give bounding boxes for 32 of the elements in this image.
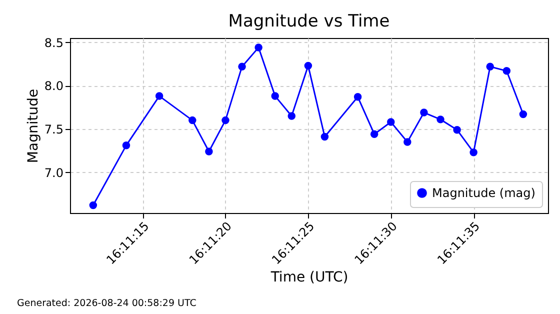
point: [205, 148, 213, 156]
text: Generated: 2026-08-24 00:58:29 UTC: [17, 298, 196, 309]
y-axis-title: Magnitude: [25, 88, 42, 164]
point: [453, 126, 461, 134]
y-tick-label: 8.0: [44, 79, 64, 94]
y-tick-label: 7.0: [44, 166, 64, 180]
point: [222, 116, 230, 124]
y-tick-label: 8.5: [44, 36, 64, 50]
x-axis-title: Time (UTC): [270, 269, 348, 286]
point: [271, 92, 279, 100]
point: [486, 62, 494, 70]
point: [89, 201, 98, 210]
chart-title: Magnitude vs Time: [228, 11, 390, 32]
point: [436, 116, 444, 124]
point: [238, 62, 246, 70]
point: [354, 93, 362, 101]
point: [155, 92, 164, 100]
point: [122, 142, 130, 150]
point: [254, 44, 262, 52]
point: [370, 130, 378, 138]
point: [188, 116, 196, 124]
point: [470, 148, 478, 156]
y-tick-label: 7.5: [44, 122, 64, 136]
point: [519, 110, 528, 118]
point: [420, 108, 428, 116]
point: [387, 118, 395, 126]
point: [502, 67, 511, 75]
point: [288, 112, 296, 120]
legend-label: Magnitude (mag): [432, 186, 536, 200]
point: [320, 132, 329, 141]
point: [304, 62, 312, 70]
point: [404, 138, 412, 146]
